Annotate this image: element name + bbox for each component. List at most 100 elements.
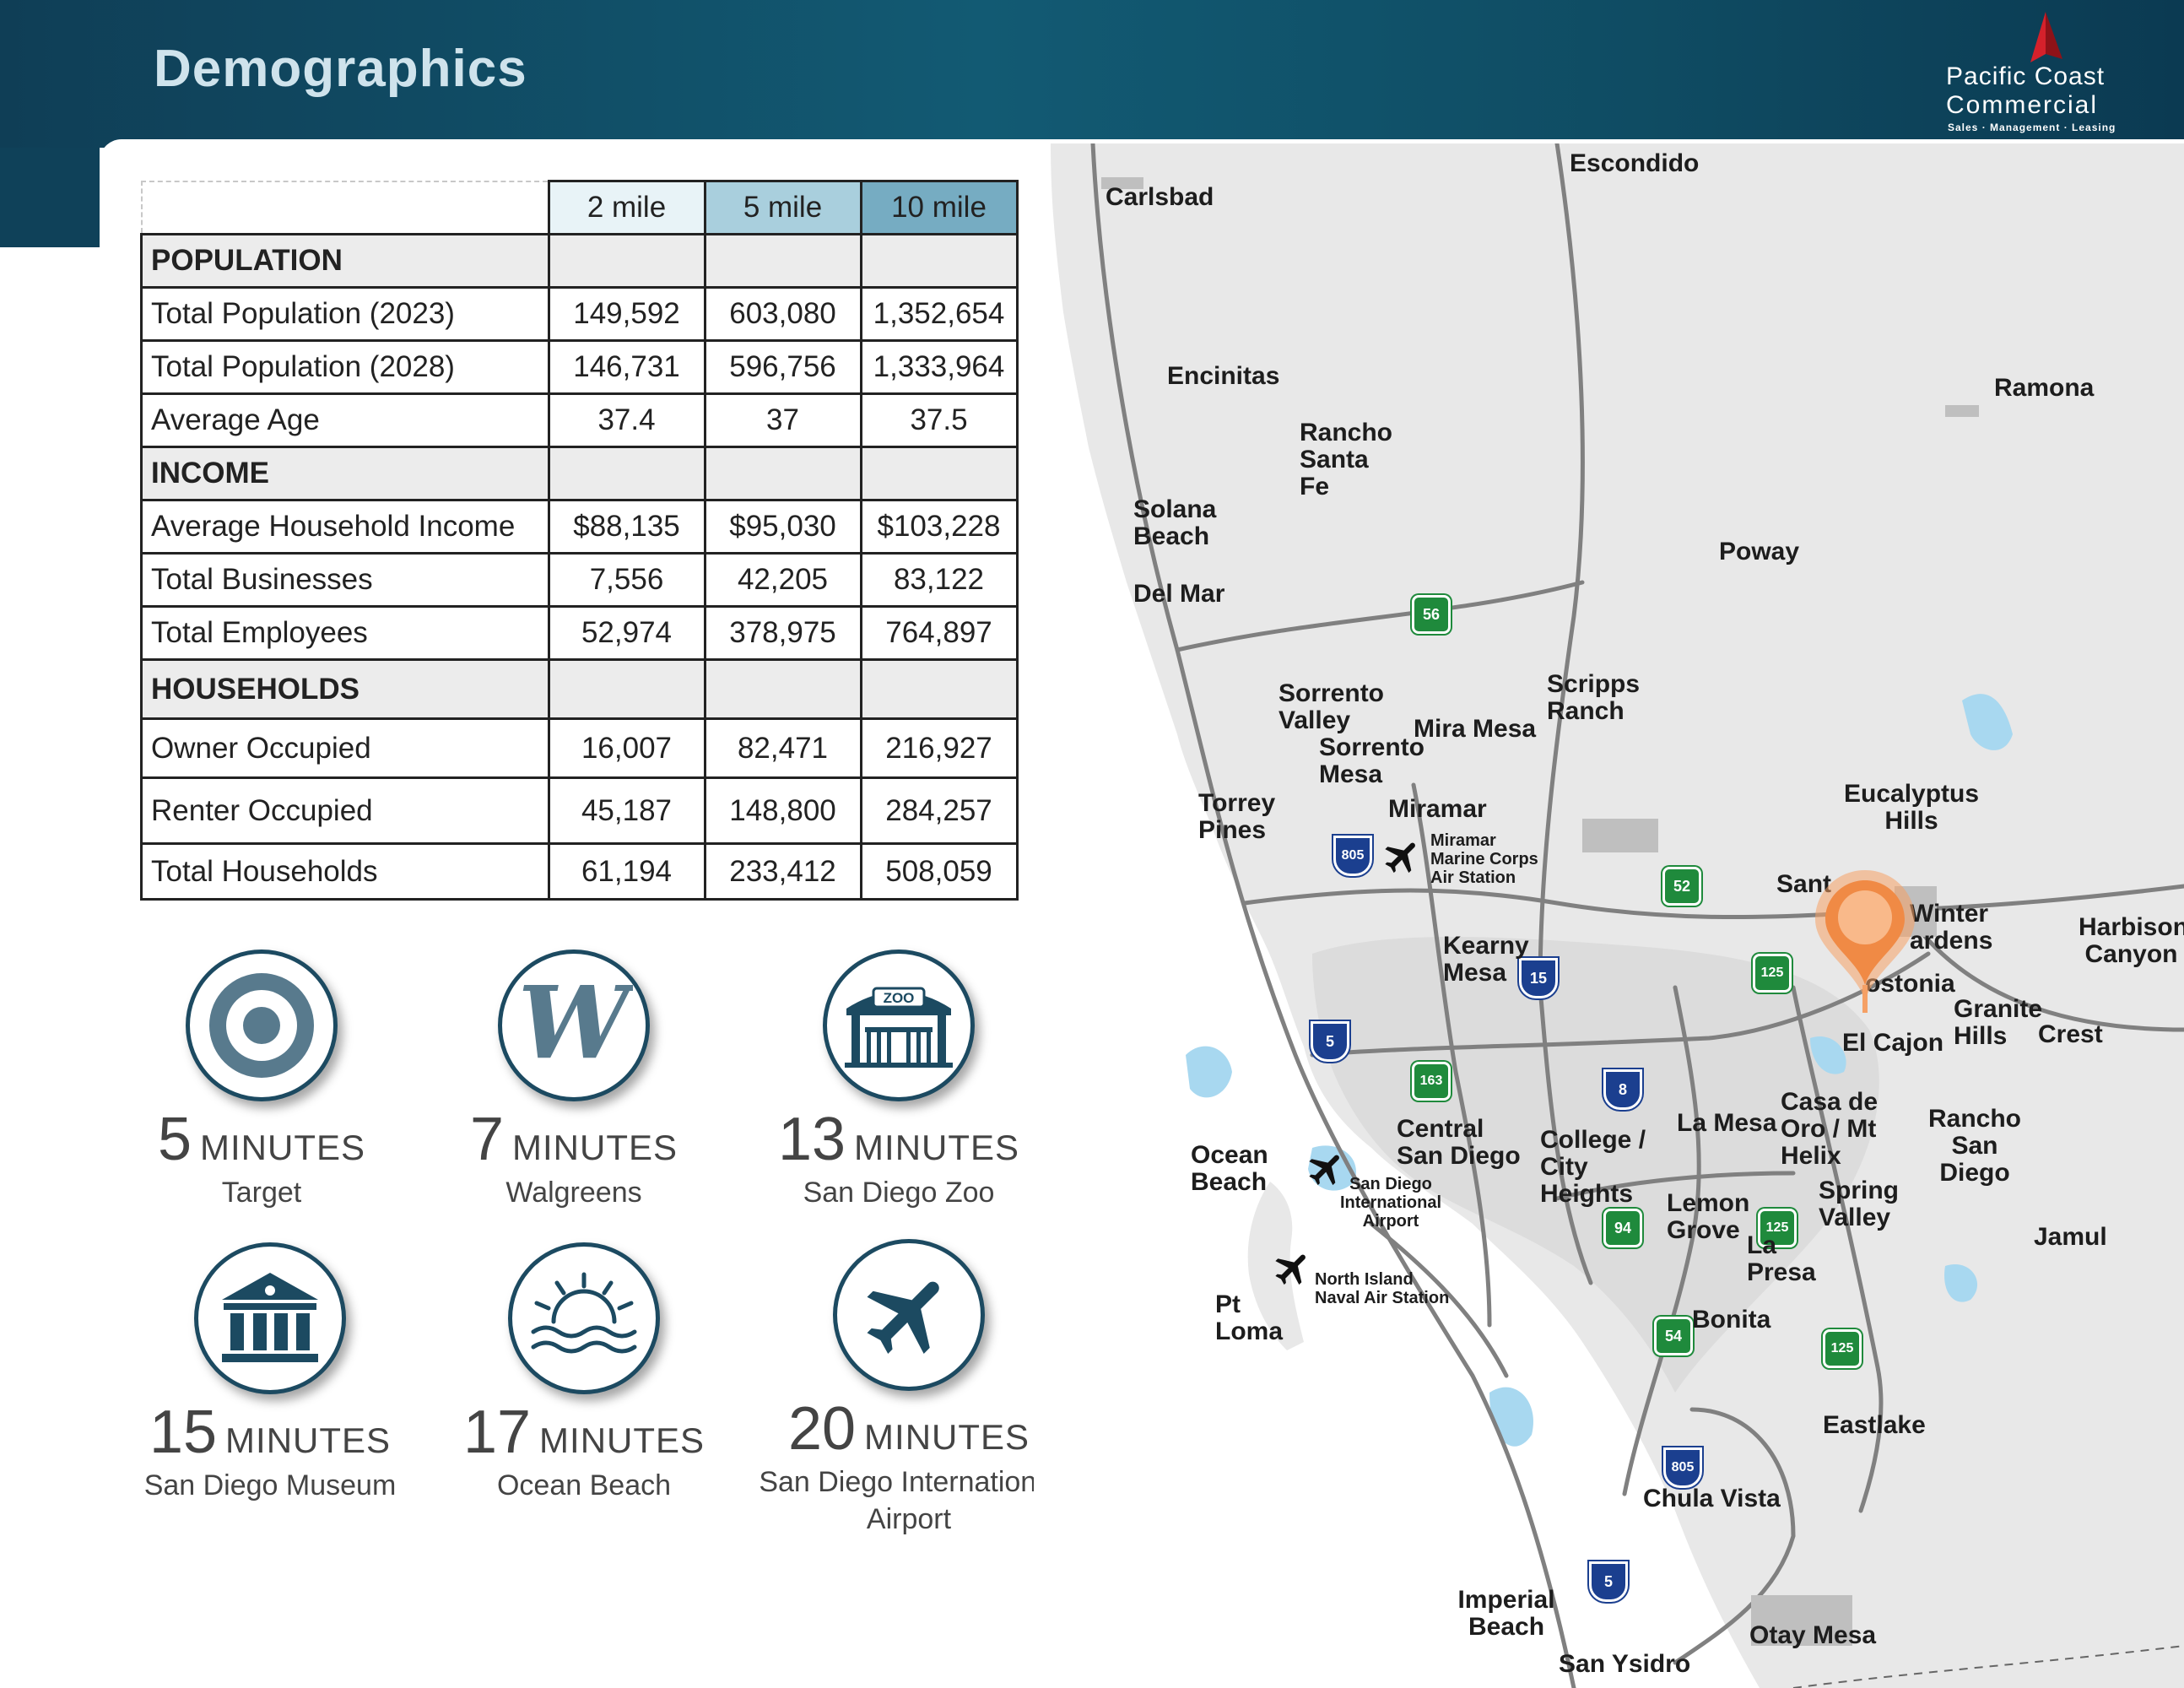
section-title: POPULATION <box>140 233 550 289</box>
cell-value: 603,080 <box>703 286 862 342</box>
highway-shield: 52 <box>1662 867 1701 906</box>
map-label: Rancho Santa Fe <box>1300 419 1393 500</box>
map-label: El Cajon <box>1842 1029 1944 1057</box>
zoo-icon: ZOO <box>823 950 975 1101</box>
highway-shield: 163 <box>1412 1062 1451 1101</box>
section-row-households: HOUSEHOLDS <box>140 658 1019 720</box>
sail-logo-icon <box>2030 12 2062 62</box>
map-label: Jamul <box>2034 1223 2107 1251</box>
row-label: Total Businesses <box>140 552 550 608</box>
table-header-row: 2 mile 5 mile 10 mile <box>140 180 1019 235</box>
section-title: HOUSEHOLDS <box>140 658 550 720</box>
column-header-2-mile: 2 mile <box>547 180 706 235</box>
table-row: Renter Occupied 45,187 148,800 284,257 <box>140 776 1019 845</box>
map-label: Harbison Canyon <box>2079 913 2184 968</box>
row-label: Total Employees <box>140 605 550 661</box>
cell-value: 82,471 <box>703 717 862 779</box>
row-label: Total Households <box>140 842 550 901</box>
cell-value: 42,205 <box>703 552 862 608</box>
logo-line-1: Pacific Coast <box>1946 62 2106 90</box>
map-label: Poway <box>1719 538 1800 565</box>
map-label: Scripps Ranch <box>1547 670 1641 725</box>
map-label: San Diego International Airport <box>1339 1175 1441 1231</box>
map-base <box>1034 143 2184 1688</box>
highway-shield: 125 <box>1823 1329 1862 1368</box>
cell-value: 61,194 <box>547 842 706 901</box>
map-label: La Presa <box>1747 1231 1816 1286</box>
amenity-name: Walgreens <box>505 1177 642 1209</box>
map-label: Carlsbad <box>1106 183 1214 211</box>
amenity-name: San Diego Museum <box>143 1469 397 1501</box>
svg-text:ZOO: ZOO <box>884 990 915 1006</box>
map-label: Chula Vista <box>1643 1485 1781 1512</box>
highway-shield: 8 <box>1603 1069 1642 1110</box>
map-label: Del Mar <box>1133 580 1225 608</box>
amenity-name: Target <box>221 1177 302 1209</box>
map-label: Rancho San Diego <box>1927 1105 2021 1187</box>
map-label: Lemon Grove <box>1667 1189 1750 1244</box>
drive-time: 5 MINUTES <box>157 1106 366 1173</box>
map-label: Bonita <box>1692 1306 1771 1334</box>
map-label: Winter ardens <box>1910 900 1993 955</box>
map-label: Eucalyptus Hills <box>1844 780 1980 835</box>
cell-value: 37 <box>703 392 862 448</box>
table-row: Total Population (2028) 146,731 596,756 … <box>140 339 1019 395</box>
table-corner-cell <box>140 180 550 235</box>
cell-value: 37.4 <box>547 392 706 448</box>
cell-value: $95,030 <box>703 499 862 555</box>
header-tab <box>0 148 100 247</box>
location-marker-icon[interactable] <box>1810 865 1920 1025</box>
drive-time: 17 MINUTES <box>462 1399 705 1466</box>
map-label: Encinitas <box>1167 362 1280 390</box>
cell-value: 216,927 <box>859 717 1019 779</box>
table-row: Owner Occupied 16,007 82,471 216,927 <box>140 717 1019 779</box>
cell-value: 16,007 <box>547 717 706 779</box>
cell-value: 52,974 <box>547 605 706 661</box>
drive-time: 20 MINUTES <box>787 1395 1030 1463</box>
cell-value: 1,352,654 <box>859 286 1019 342</box>
map-label: Imperial Beach <box>1457 1586 1555 1641</box>
map-label: Spring Valley <box>1819 1177 1899 1231</box>
cell-value: 149,592 <box>547 286 706 342</box>
area-map[interactable]: 56 805 52 125 15 5 163 8 94 125 54 125 8… <box>1034 143 2184 1688</box>
cell-value: 233,412 <box>703 842 862 901</box>
page-title: Demographics <box>154 40 527 98</box>
company-logo: Pacific Coast Commercial Sales · Managem… <box>1933 10 2169 133</box>
airplane-icon <box>1385 842 1415 874</box>
table-row: Total Businesses 7,556 42,205 83,122 <box>140 552 1019 608</box>
table-row: Average Age 37.4 37 37.5 <box>140 392 1019 448</box>
highway-shield: 805 <box>1333 836 1372 876</box>
map-label: Central San Diego <box>1397 1115 1521 1170</box>
table-row: Total Population (2023) 149,592 603,080 … <box>140 286 1019 342</box>
map-label: San Ysidro <box>1559 1650 1691 1678</box>
map-label: Pt Loma <box>1215 1290 1284 1345</box>
table-row: Total Employees 52,974 378,975 764,897 <box>140 605 1019 661</box>
amenity-airport: 20 MINUTES San Diego International Airpor… <box>757 1239 1061 1538</box>
map-label: Torrey Pines <box>1198 789 1276 844</box>
highway-shield: 56 <box>1412 595 1451 634</box>
logo-tagline: Sales · Management · Leasing <box>1948 122 2116 133</box>
cell-value: 378,975 <box>703 605 862 661</box>
map-label: Granite Hills <box>1954 995 2043 1050</box>
logo-line-2: Commercial <box>1946 91 2099 119</box>
map-label: Ocean Beach <box>1191 1141 1268 1196</box>
row-label: Average Age <box>140 392 550 448</box>
highway-shield: 54 <box>1654 1317 1693 1355</box>
column-header-10-mile: 10 mile <box>859 180 1019 235</box>
map-label: Kearny Mesa <box>1443 932 1529 987</box>
cell-value: 596,756 <box>703 339 862 395</box>
cell-value: 508,059 <box>859 842 1019 901</box>
drive-time: 15 MINUTES <box>149 1399 392 1466</box>
cell-value: $103,228 <box>859 499 1019 555</box>
walgreens-icon: W <box>498 950 650 1101</box>
cell-value: 83,122 <box>859 552 1019 608</box>
cell-value: 284,257 <box>859 776 1019 845</box>
column-header-5-mile: 5 mile <box>703 180 862 235</box>
cell-value: 146,731 <box>547 339 706 395</box>
map-label: Eastlake <box>1823 1411 1926 1439</box>
table-row: Average Household Income $88,135 $95,030… <box>140 499 1019 555</box>
demographics-table: 2 mile 5 mile 10 mile POPULATION Total P… <box>140 180 1019 901</box>
map-label: Miramar <box>1388 795 1487 823</box>
amenity-zoo: ZOO 13 MINUTES San Diego Zoo <box>747 950 1051 1211</box>
section-row-income: INCOME <box>140 446 1019 501</box>
